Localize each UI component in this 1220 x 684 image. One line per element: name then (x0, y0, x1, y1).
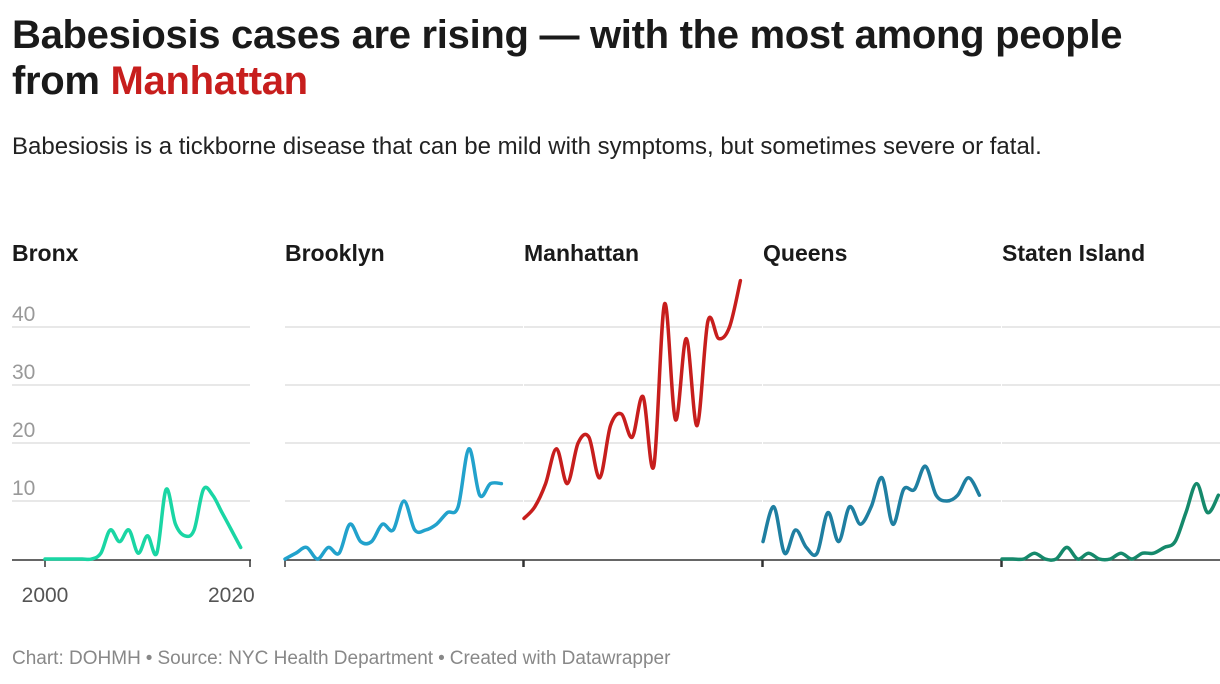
chart-subtitle: Babesiosis is a tickborne disease that c… (12, 133, 1042, 160)
x-tick-label: 2020 (208, 584, 255, 607)
footer-source: Source: NYC Health Department (157, 648, 434, 669)
panel-brooklyn: Brooklyn (283, 240, 524, 567)
y-tick-label: 20 (12, 419, 35, 442)
panel-queens: Queens (761, 240, 1002, 567)
panel-title-bronx: Bronx (12, 240, 79, 266)
panel-title-queens: Queens (763, 240, 847, 266)
panel-bronx: Bronx 10 20 30 40 2000 2020 (12, 240, 255, 607)
y-tick-label: 30 (12, 361, 35, 384)
footer-separator: • (145, 648, 153, 669)
chart-footer: Chart: DOHMH • Source: NYC Health Departme… (12, 648, 670, 670)
y-tick-label: 10 (12, 477, 35, 500)
chart-title-text: Babesiosis cases are rising — with the m… (12, 13, 1123, 103)
series-line-queens (761, 464, 982, 557)
panel-title-manhattan: Manhattan (524, 240, 639, 266)
series-line-staten-island (1000, 481, 1220, 562)
y-tick-label: 40 (12, 303, 35, 326)
footer-created-with: Created with Datawrapper (449, 648, 671, 669)
series-line-manhattan (522, 278, 743, 521)
panel-title-brooklyn: Brooklyn (285, 240, 385, 266)
chart-title: Babesiosis cases are rising — with the m… (12, 12, 1208, 104)
footer-separator: • (438, 648, 445, 669)
panel-manhattan: Manhattan (522, 240, 763, 567)
chart-title-highlight: Manhattan (110, 59, 309, 103)
panel-title-staten-island: Staten Island (1002, 240, 1145, 266)
series-line-bronx (43, 485, 243, 562)
series-line-brooklyn (283, 447, 504, 561)
footer-chart-credit: Chart: DOHMH (12, 648, 141, 669)
x-tick-label: 2000 (22, 584, 69, 607)
panel-staten-island: Staten Island (1000, 240, 1220, 567)
